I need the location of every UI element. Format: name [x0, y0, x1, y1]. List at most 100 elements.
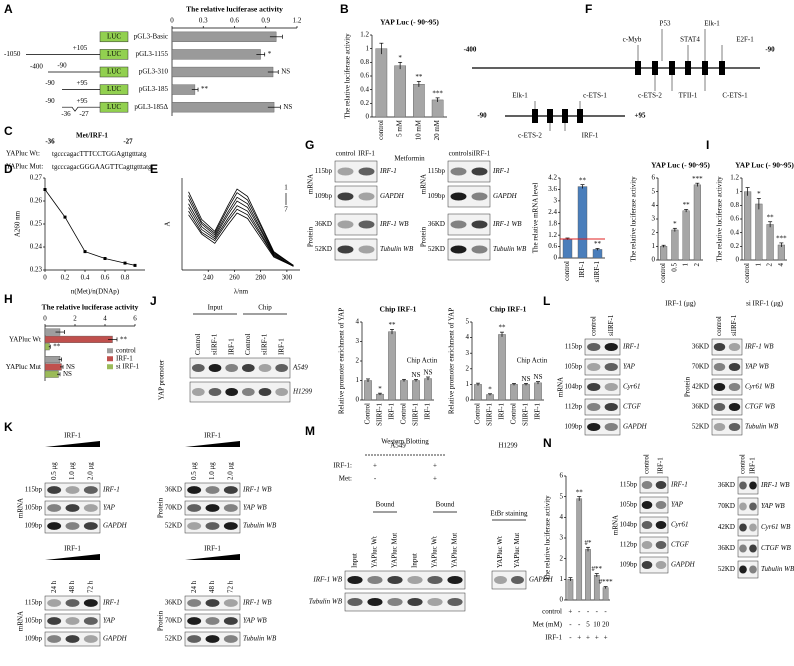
x-tick-label: Control	[510, 403, 518, 424]
position-label: -90	[57, 62, 67, 70]
bar-label: ***	[432, 89, 443, 97]
x-tick-label: control	[743, 263, 751, 283]
bar-label: #***	[599, 578, 614, 586]
binding-site	[577, 109, 583, 123]
bar	[171, 84, 196, 95]
bar	[567, 579, 574, 601]
x-tick-label: control	[659, 263, 667, 283]
panel-letter: K	[4, 420, 13, 434]
lane-label: siIRF-1	[261, 333, 269, 355]
group-label: Protein	[307, 226, 315, 247]
row-label: YAP WB	[745, 363, 769, 371]
y-tick-label: pGL3-310	[139, 68, 169, 76]
annotation: 7	[284, 206, 288, 214]
x-axis-label: IRF-1 (μg)	[665, 300, 696, 308]
band	[347, 576, 363, 584]
size-label: 70KD	[165, 504, 182, 512]
band	[749, 523, 757, 532]
band	[387, 576, 403, 584]
legend-label: control	[116, 346, 136, 354]
line	[188, 200, 294, 267]
y-tick-label: 0.26	[30, 197, 43, 205]
lane-label: YAPluc Wt	[371, 536, 379, 568]
row-label: YAP WB	[243, 617, 267, 625]
group-label: Protein	[684, 376, 692, 397]
y-tick-label: 0.8	[360, 58, 369, 66]
band	[275, 364, 288, 372]
x-axis-label: Metformin	[394, 155, 425, 163]
y-axis-label: The relative luciferase activity	[716, 176, 724, 262]
size-label: 52KD	[428, 245, 445, 253]
band	[242, 364, 255, 372]
bar	[388, 331, 396, 401]
factor-label: Elk-1	[704, 20, 720, 28]
x-tick-label: 1.2	[293, 17, 302, 25]
band	[47, 635, 62, 643]
band	[739, 544, 747, 553]
factor-label: IRF-1	[582, 132, 599, 140]
y-tick-label: 1	[356, 376, 360, 384]
y-tick-label: 4.2	[548, 174, 557, 182]
chart-subtitle: Chip Actin	[407, 357, 438, 365]
size-label: 42KD	[692, 383, 709, 391]
bar	[424, 378, 432, 401]
blot-frame	[447, 213, 491, 236]
lane-label: 48 h	[68, 580, 76, 593]
x-tick-label: 2	[73, 315, 77, 323]
band	[471, 167, 488, 176]
blot-frame	[737, 560, 759, 579]
lane-label: 72 h	[226, 580, 234, 593]
lane-label: Control	[244, 334, 252, 355]
factor-label: c-ETS-1	[583, 92, 607, 100]
row-label: CTGF WB	[745, 403, 775, 411]
x-tick-label: 20 mM	[433, 119, 441, 140]
x-tick-label: 0.6	[230, 17, 239, 25]
bar	[755, 203, 763, 261]
table-cell: +	[568, 608, 572, 616]
factor-label: STAT4	[680, 36, 700, 44]
band	[65, 504, 80, 512]
y-tick-label: 1	[466, 380, 470, 388]
band	[739, 481, 747, 490]
y-tick-label: YAPluc Mut	[6, 363, 41, 371]
band	[728, 363, 741, 371]
band	[205, 486, 220, 494]
lane-label: siIRF-1	[607, 314, 615, 336]
row-label: IRF-1 WB	[379, 220, 409, 228]
position-label: -90	[45, 97, 55, 105]
bar	[375, 48, 388, 118]
blot-frame	[737, 497, 759, 516]
band	[427, 576, 443, 584]
y-axis-label: The relative luciferase activity	[630, 176, 638, 262]
y-tick-label: 3	[466, 349, 470, 357]
x-tick-label: 4	[103, 315, 107, 323]
blot-frame	[447, 238, 491, 261]
chart-title: YAP Luc (- 90~95)	[380, 18, 439, 27]
band	[187, 486, 202, 494]
binding-site	[547, 109, 553, 123]
row-label: GAPDH	[380, 192, 405, 200]
wedge	[45, 554, 100, 560]
bar	[682, 210, 690, 261]
row-label: Tubulin WB	[243, 635, 277, 643]
table-cell: -	[587, 608, 590, 616]
band	[192, 388, 205, 396]
lane-label: YAPluc Mut	[513, 533, 521, 568]
band	[225, 364, 239, 372]
promoter-line	[62, 106, 100, 112]
bar	[394, 65, 406, 118]
bar-label: NS	[534, 373, 543, 381]
size-label: 52KD	[315, 245, 332, 253]
band	[65, 522, 80, 530]
condition-sign: -	[374, 475, 377, 483]
factor-label: E2F-1	[736, 36, 754, 44]
table-cell: -	[604, 608, 607, 616]
y-tick-label: 0.6	[360, 72, 369, 80]
size-label: 109bp	[428, 192, 446, 200]
x-tick-label: 2	[693, 263, 701, 267]
bar	[534, 382, 542, 401]
size-label: 36KD	[165, 599, 182, 607]
position-label: -1050	[4, 50, 21, 58]
bar-label: *	[757, 190, 761, 198]
row-label: YAP	[103, 617, 116, 625]
